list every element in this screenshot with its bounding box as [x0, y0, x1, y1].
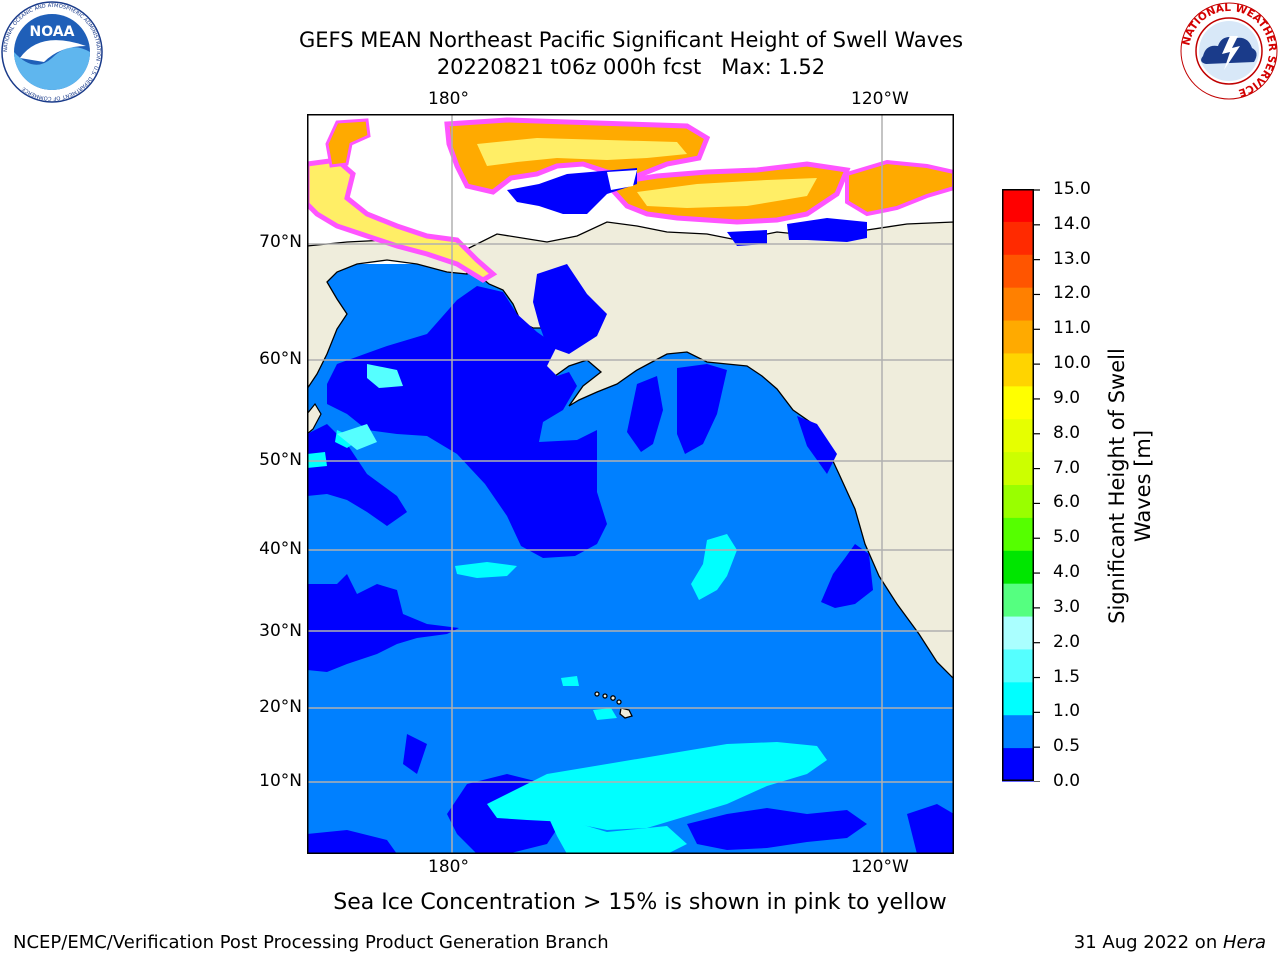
- colorbar-tick-label: 1.5: [1053, 666, 1081, 687]
- colorbar-tick-label: 5.0: [1053, 527, 1081, 548]
- lat-label-10n: 10°N: [259, 771, 302, 791]
- colorbar-tick-label: 15.0: [1053, 179, 1091, 199]
- colorbar-segment: [1002, 353, 1034, 387]
- colorbar: [1002, 189, 1040, 782]
- colorbar-tick-label: 9.0: [1053, 387, 1081, 408]
- chart-title: GEFS MEAN Northeast Pacific Significant …: [298, 28, 964, 52]
- lon-label-bottom-120w: 120°W: [851, 857, 909, 877]
- colorbar-tick-label: 0.5: [1053, 736, 1081, 757]
- lon-label-top-120w: 120°W: [851, 89, 909, 109]
- colorbar-segment: [1002, 649, 1034, 683]
- colorbar-tick-label: 13.0: [1053, 248, 1091, 269]
- colorbar-tick-label: 1.0: [1053, 701, 1081, 722]
- colorbar-tick-label: 14.0: [1053, 213, 1091, 234]
- colorbar-tick-label: 7.0: [1053, 457, 1081, 478]
- colorbar-segment: [1002, 616, 1034, 651]
- colorbar-tick-label: 0.0: [1053, 771, 1081, 791]
- colorbar-label-line2: Waves [m]: [1131, 429, 1155, 543]
- lon-label-top-180: 180°: [428, 89, 469, 109]
- colorbar-label: Significant Height of Swell Waves [m]: [1104, 321, 1156, 651]
- noaa-logo: NOAA NATIONAL OCEANIC AND ATMOSPHERIC AD…: [1, 1, 103, 103]
- lat-label-20n: 20°N: [259, 697, 302, 717]
- footer-date-text: 31 Aug 2022 on: [1073, 932, 1223, 953]
- colorbar-segment: [1002, 452, 1034, 486]
- swell-height-map: [307, 114, 954, 854]
- colorbar-segment: [1002, 583, 1034, 618]
- map-frame: [307, 114, 954, 854]
- colorbar-tick-label: 11.0: [1053, 318, 1091, 339]
- tropical-swell-1-1.5m: [487, 742, 827, 830]
- colorbar-tick-label: 8.0: [1053, 422, 1081, 443]
- hawaiian-islands: [594, 691, 633, 719]
- footer-branch: NCEP/EMC/Verification Post Processing Pr…: [13, 932, 609, 953]
- colorbar-segment: [1002, 550, 1034, 585]
- colorbar-tick-label: 4.0: [1053, 562, 1081, 583]
- colorbar-segment: [1002, 189, 1034, 223]
- lat-label-40n: 40°N: [259, 539, 302, 559]
- bering-sea-low-swell: [327, 286, 607, 558]
- colorbar-tick-label: 6.0: [1053, 492, 1081, 513]
- colorbar-segment: [1002, 287, 1034, 322]
- colorbar-tick-label: 2.0: [1053, 631, 1081, 652]
- lat-label-60n: 60°N: [259, 349, 302, 369]
- colorbar-segment: [1002, 485, 1034, 519]
- colorbar-tick-label: 10.0: [1053, 353, 1091, 374]
- colorbar-segment: [1002, 419, 1034, 453]
- colorbar-label-line1: Significant Height of Swell: [1105, 348, 1129, 624]
- colorbar-segment: [1002, 748, 1034, 782]
- colorbar-tick-label: 12.0: [1053, 283, 1091, 304]
- noaa-logo-text: NOAA: [30, 24, 75, 40]
- chart-subtitle: 20220821 t06z 000h fcst Max: 1.52: [436, 55, 826, 79]
- colorbar-segment: [1002, 221, 1034, 256]
- footer-date: 31 Aug 2022 on Hera: [1074, 932, 1266, 953]
- graticule: [307, 114, 954, 854]
- colorbar-segment: [1002, 517, 1034, 552]
- footer-host: Hera: [1222, 932, 1266, 953]
- colorbar-segment: [1002, 320, 1034, 355]
- lat-label-30n: 30°N: [259, 621, 302, 641]
- sea-ice-caption: Sea Ice Concentration > 15% is shown in …: [333, 890, 947, 915]
- colorbar-segment: [1002, 386, 1034, 420]
- lon-label-bottom-180: 180°: [428, 857, 469, 877]
- colorbar-tick-label: 3.0: [1053, 596, 1081, 617]
- lat-label-50n: 50°N: [259, 450, 302, 470]
- colorbar-segment: [1002, 254, 1034, 289]
- colorbar-segment: [1002, 682, 1034, 716]
- nws-logo: NATIONAL WEATHER SERVICE: [1180, 2, 1278, 100]
- lat-label-70n: 70°N: [259, 232, 302, 252]
- colorbar-segment: [1002, 715, 1034, 749]
